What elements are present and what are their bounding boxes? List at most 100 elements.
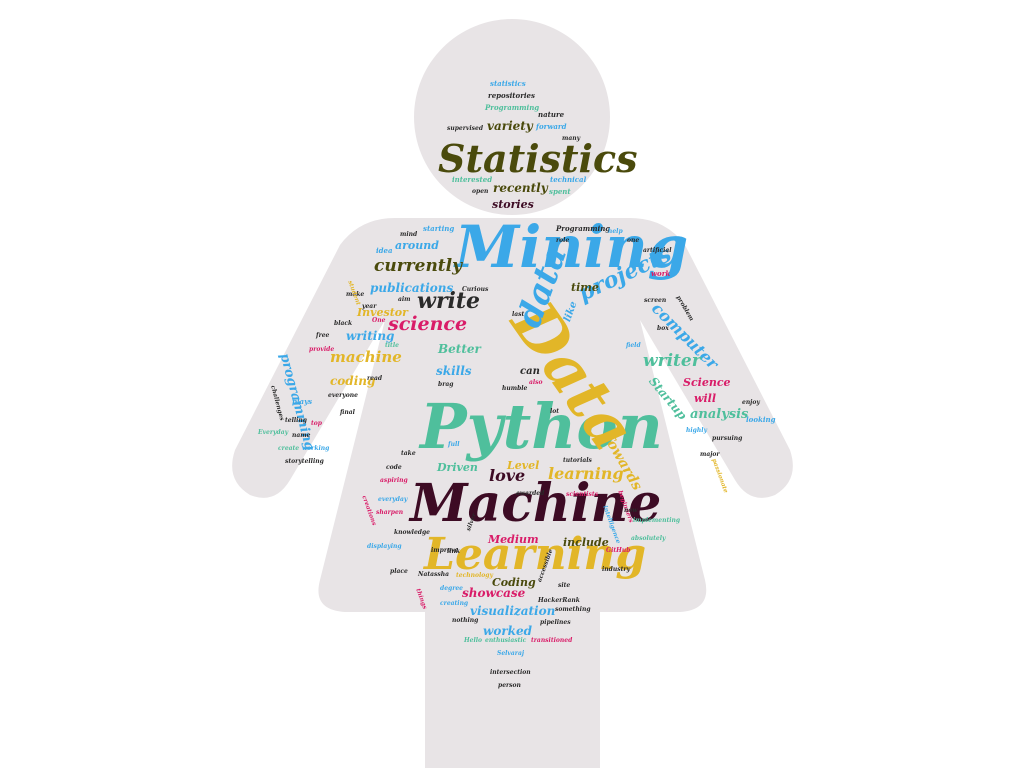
word-around: around — [395, 239, 439, 252]
word-help: help — [608, 228, 623, 235]
word-scientists: scientists — [566, 491, 599, 498]
word-learning: learning — [548, 464, 624, 483]
word-passionate: passionate — [710, 457, 730, 494]
word-coding: coding — [330, 374, 376, 388]
word-can: can — [520, 366, 540, 377]
word-variety: variety — [487, 119, 533, 133]
word-improve: improve — [431, 547, 459, 554]
word-major: major — [700, 451, 720, 458]
word-aim: aim — [398, 296, 411, 303]
silhouette-body — [232, 218, 793, 768]
word-natassha: Natassha — [418, 571, 450, 578]
word-take: take — [401, 450, 416, 457]
word-starting: starting — [423, 224, 455, 233]
word-skills: skills — [436, 364, 472, 378]
word-writer: writer — [643, 351, 701, 371]
word-nature: nature — [538, 110, 565, 119]
word-working: working — [302, 445, 330, 452]
word-love: love — [489, 466, 526, 485]
word-science: Science — [683, 376, 731, 389]
word-better: Better — [438, 342, 481, 356]
word-stories: stories — [492, 198, 534, 211]
word-site: site — [558, 582, 571, 589]
word-also: also — [529, 379, 543, 386]
word-final: final — [340, 409, 355, 416]
word-analysis: analysis — [690, 407, 749, 422]
word-science: science — [388, 313, 468, 335]
word-will: will — [694, 392, 717, 405]
word-worked: worked — [483, 624, 532, 638]
word-medium: Medium — [488, 533, 539, 546]
word-technical: technical — [550, 175, 587, 184]
word-aspiring: aspiring — [380, 477, 408, 484]
silhouette-head — [414, 19, 610, 215]
word-technology: technology — [456, 572, 493, 579]
word-statistics: statistics — [490, 79, 526, 88]
word-place: place — [390, 568, 408, 575]
word-industry: industry — [602, 566, 630, 573]
word-humble: humble — [502, 385, 528, 392]
word-everyone: everyone — [328, 392, 358, 399]
word-artificial: artificial — [643, 247, 672, 254]
word-machine: machine — [330, 348, 402, 366]
word-supervised: supervised — [447, 125, 484, 132]
word-everyday: everyday — [378, 496, 408, 503]
word-mind: mind — [400, 231, 418, 238]
word-awarded: awarded — [516, 490, 545, 497]
word-include: include — [563, 536, 609, 549]
word-title: title — [385, 342, 399, 349]
word-intersection: intersection — [490, 669, 531, 676]
word-full: full — [448, 441, 460, 448]
word-knowledge: knowledge — [394, 529, 430, 536]
word-level: Level — [507, 459, 540, 472]
word-box: box — [657, 325, 669, 332]
word-creating: creating — [440, 600, 469, 607]
word-everyday: Everyday — [258, 429, 289, 436]
word-writing: writing — [346, 329, 395, 343]
word-something: something — [555, 606, 591, 613]
word-hello: Hello — [464, 637, 483, 644]
word-coding: Coding — [492, 576, 536, 589]
word-now: now — [624, 507, 638, 514]
word-investor: Investor — [357, 306, 408, 319]
word-curious: Curious — [462, 286, 489, 293]
word-currently: currently — [374, 256, 462, 276]
word-looking: looking — [746, 415, 776, 424]
word-create: create — [278, 445, 300, 452]
word-python: Python — [420, 390, 663, 463]
word-showcase: showcase — [462, 586, 526, 600]
word-programming: Programming — [485, 103, 540, 112]
word-read: read — [367, 375, 383, 382]
word-transitioned: transitioned — [531, 637, 573, 644]
word-repositories: repositories — [488, 91, 535, 100]
word-github: GitHub — [606, 547, 631, 554]
word-black: black — [334, 320, 353, 327]
word-open: open — [472, 188, 489, 195]
word-one: one — [627, 237, 640, 244]
word-sharpen: sharpen — [376, 509, 404, 516]
word-role: role — [556, 237, 570, 244]
word-brag: brag — [438, 381, 454, 388]
word-machine: Machine — [410, 473, 662, 534]
word-statistics: Statistics — [438, 136, 638, 181]
word-plays: plays — [292, 397, 313, 406]
word-visualization: visualization — [470, 604, 556, 618]
word-code: code — [386, 464, 402, 471]
word-enthusiastic: enthusiastic — [485, 637, 527, 644]
word-publications: publications — [370, 281, 454, 295]
word-driven: Driven — [437, 461, 478, 474]
word-last: last — [512, 311, 525, 318]
word-degree: degree — [440, 585, 464, 592]
word-recently: recently — [493, 181, 548, 195]
word-provide: provide — [309, 346, 335, 353]
word-idea: idea — [376, 246, 393, 255]
word-storytelling: storytelling — [285, 458, 324, 465]
word-link: link — [447, 548, 461, 555]
word-enjoy: enjoy — [742, 399, 760, 406]
word-work: work — [651, 269, 671, 278]
word-learning: Learning — [424, 529, 647, 580]
word-nothing: nothing — [452, 617, 479, 624]
word-challenges: challenges — [269, 384, 286, 422]
